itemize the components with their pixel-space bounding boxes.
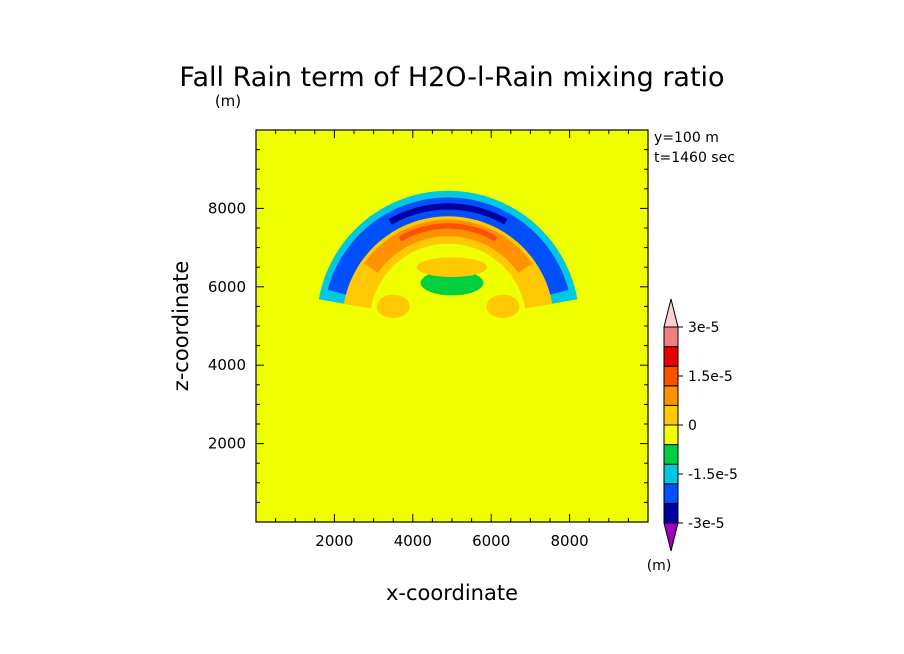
- colorbar-tick-label: 3e-5: [688, 320, 719, 336]
- colorbar-unit-label: (m): [647, 558, 672, 574]
- chart-title: Fall Rain term of H2O-l-Rain mixing rati…: [179, 62, 724, 93]
- colorbar-swatch: [663, 346, 679, 367]
- colorbar-swatch: [663, 463, 679, 485]
- contour-blob-8: [420, 270, 484, 296]
- colorbar-swatch: [663, 326, 679, 348]
- contour-field: [318, 190, 578, 319]
- colorbar-max-triangle: [663, 298, 679, 328]
- y-axis: 2000 4000 6000 8000: [208, 149, 648, 503]
- x-axis: 2000 4000 6000 8000: [275, 130, 629, 550]
- x-tick-label: 6000: [472, 532, 510, 550]
- contour-blob-7: [486, 294, 520, 319]
- y-tick-label: 2000: [208, 435, 246, 453]
- colorbar-min-triangle: [663, 522, 679, 552]
- contour-band-1: [327, 197, 569, 296]
- colorbar-tick-label: -3e-5: [688, 516, 725, 532]
- y-tick-label: 6000: [208, 278, 246, 296]
- colorbar-tick-label: 1.5e-5: [688, 369, 733, 385]
- contour-blob-9: [416, 257, 488, 278]
- colorbar-swatch: [663, 365, 679, 387]
- colorbar-swatch: [663, 404, 679, 426]
- colorbar-swatch: [663, 502, 679, 524]
- contour-band-2: [388, 203, 508, 225]
- colorbar-swatch: [663, 385, 679, 406]
- x-tick-label: 2000: [315, 532, 353, 550]
- contour-band-5: [398, 223, 498, 242]
- x-tick-label: 8000: [551, 532, 589, 550]
- contour-blob-6: [376, 294, 410, 319]
- annotation-time: t=1460 sec: [654, 150, 735, 166]
- x-unit-label: (m): [215, 92, 241, 110]
- x-tick-label: 4000: [394, 532, 432, 550]
- colorbar-swatch: [663, 483, 679, 504]
- y-tick-label: 4000: [208, 356, 246, 374]
- annotation-y-position: y=100 m: [654, 130, 719, 146]
- y-axis-label: z-coordinate: [169, 261, 193, 392]
- colorbar-swatch: [663, 444, 679, 465]
- colorbar-tick-label: 0: [688, 418, 697, 434]
- colorbar-swatch: [663, 424, 679, 446]
- x-axis-label: x-coordinate: [386, 581, 518, 605]
- y-tick-label: 8000: [208, 199, 246, 217]
- colorbar: -3e-5 -1.5e-5 0 1.5e-5 3e-5: [663, 298, 738, 552]
- plot-background: [256, 130, 648, 522]
- colorbar-tick-label: -1.5e-5: [688, 467, 738, 483]
